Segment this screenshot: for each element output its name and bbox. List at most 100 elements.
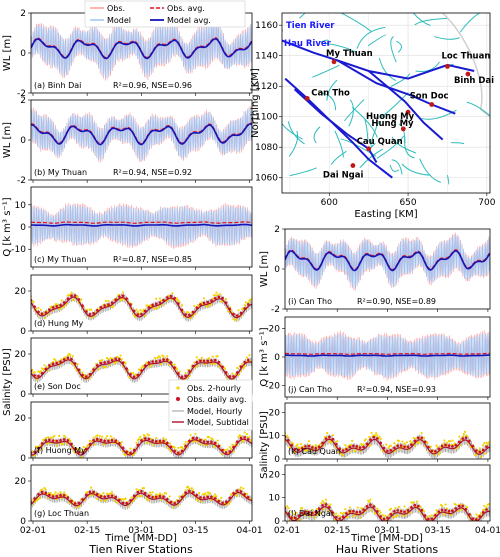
- obs-2hourly-point: [462, 432, 465, 436]
- obs-daily-point: [420, 436, 423, 440]
- obs-2hourly-point: [43, 486, 46, 490]
- obs-2hourly-point: [38, 496, 41, 499]
- obs-daily-point: [311, 446, 314, 449]
- obs-2hourly-point: [216, 439, 219, 442]
- obs-daily-point: [297, 448, 300, 452]
- obs-daily-point: [210, 440, 213, 444]
- obs-2hourly-point: [360, 507, 363, 510]
- obs-2hourly-point: [76, 295, 79, 298]
- obs-daily-point: [478, 450, 482, 454]
- obs-2hourly-point: [158, 492, 162, 495]
- obs-daily-point: [410, 506, 413, 509]
- y-tick-label: 20: [269, 324, 281, 334]
- obs-2hourly-point: [418, 441, 421, 444]
- obs-2hourly-point: [215, 291, 218, 294]
- obs-2hourly-point: [486, 443, 489, 446]
- obs-2hourly-point: [164, 438, 168, 441]
- obs-2hourly-point: [389, 444, 393, 447]
- obs-2hourly-point: [369, 498, 372, 501]
- obs-daily-point: [169, 294, 173, 298]
- obs-2hourly-point: [356, 506, 359, 509]
- canal: [412, 13, 431, 27]
- y-tick-label: -20: [265, 382, 280, 392]
- obs-2hourly-point: [187, 311, 190, 314]
- obs-2hourly-point: [147, 434, 150, 437]
- obs-2hourly-point: [39, 308, 42, 311]
- canal: [340, 13, 372, 33]
- obs-2hourly-point: [177, 299, 180, 302]
- obs-2hourly-point: [315, 508, 318, 511]
- obs-2hourly-point: [422, 509, 426, 513]
- obs-daily-point: [48, 364, 51, 367]
- obs-2hourly-point: [346, 515, 349, 519]
- obs-daily-point: [221, 296, 224, 300]
- obs-daily-point: [331, 437, 335, 441]
- footer-right: Hau River Stations: [336, 543, 439, 556]
- obs-2hourly-point: [140, 494, 143, 498]
- model-subtidal-series: [285, 438, 490, 455]
- obs-daily-point: [44, 439, 48, 442]
- obs-2hourly-point: [155, 297, 158, 300]
- model-avg-series: [31, 37, 252, 60]
- obs-2hourly-point: [60, 299, 63, 302]
- obs-daily-point: [293, 447, 297, 451]
- obs-daily-point: [328, 435, 331, 439]
- model-subtidal-series: [31, 438, 252, 456]
- obs-2hourly-point: [156, 307, 159, 310]
- obs-2hourly-point: [160, 498, 163, 501]
- obs-daily-point: [235, 489, 239, 493]
- obs-daily-point: [338, 447, 341, 451]
- obs-2hourly-point: [368, 500, 371, 504]
- obs-2hourly-point: [379, 511, 382, 514]
- obs-2hourly-point: [405, 441, 408, 444]
- obs-daily-point: [103, 495, 106, 499]
- obs-daily-point: [206, 440, 210, 444]
- canal: [320, 39, 329, 45]
- obs-daily-point: [396, 444, 400, 448]
- obs-daily-point: [48, 308, 51, 311]
- obs-daily-point: [129, 451, 132, 455]
- plot-area: [31, 106, 252, 163]
- obs-daily-point: [416, 436, 420, 440]
- obs-daily-point: [165, 441, 169, 445]
- obs-daily-point: [199, 359, 202, 363]
- obs-2hourly-point: [107, 357, 110, 361]
- obs-2hourly-point: [286, 505, 289, 508]
- y-axis-label: WL [m]: [2, 122, 13, 158]
- obs-2hourly-point: [190, 487, 193, 490]
- canal: [370, 121, 380, 146]
- canal: [351, 106, 378, 138]
- obs-daily-point: [103, 361, 106, 364]
- obs-2hourly-point: [206, 305, 209, 308]
- obs-daily-point: [217, 360, 221, 364]
- map-x-tick-label: 700: [478, 198, 495, 208]
- canal: [404, 136, 415, 159]
- obs-daily-point: [162, 495, 165, 499]
- obs-daily-point: [114, 439, 118, 442]
- obs-2hourly-point: [247, 301, 250, 304]
- obs-2hourly-point: [99, 499, 103, 502]
- x-tick-label: 04-01: [237, 526, 263, 536]
- obs-daily-point: [427, 517, 430, 521]
- obs-daily-point: [440, 444, 444, 448]
- legend-obs-label: Obs.: [107, 4, 125, 13]
- model-avg-series: [31, 223, 252, 227]
- obs-2hourly-point: [479, 512, 482, 515]
- obs-daily-point: [40, 312, 44, 316]
- obs-2hourly-point: [58, 434, 61, 437]
- obs-daily-point: [224, 451, 228, 454]
- map-y-tick-label: 1060: [255, 174, 278, 184]
- obs-2hourly-point: [248, 435, 251, 438]
- station-label: Cau Quan: [357, 137, 403, 147]
- canal: [330, 150, 347, 165]
- obs-2hourly-point: [205, 494, 208, 497]
- obs-2hourly-point: [188, 487, 191, 490]
- canal: [414, 17, 447, 26]
- x-tick-label: 03-15: [182, 526, 208, 536]
- y-tick-label: 20: [15, 414, 27, 424]
- obs-daily-point: [213, 297, 217, 300]
- obs-daily-point: [393, 446, 396, 450]
- station-marker: [465, 71, 471, 77]
- obs-daily-point: [114, 357, 118, 361]
- obs-daily-point: [430, 449, 434, 453]
